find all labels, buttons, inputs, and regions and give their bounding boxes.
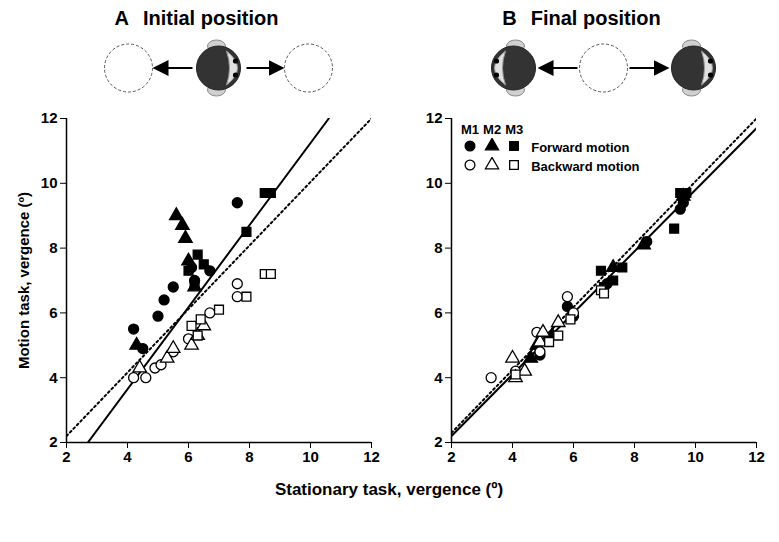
svg-text:4: 4 xyxy=(508,448,517,465)
svg-text:12: 12 xyxy=(363,448,380,465)
svg-text:10: 10 xyxy=(687,448,704,465)
html-text:Stationary task, vergence (º): Stationary task, vergence (º) xyxy=(274,480,504,499)
html-text:Forward motion: Forward motion xyxy=(531,140,630,155)
svg-text:2: 2 xyxy=(447,448,455,465)
svg-text:8: 8 xyxy=(245,448,253,465)
svg-text:2: 2 xyxy=(62,448,70,465)
html-text:A: A xyxy=(114,7,129,29)
svg-text:6: 6 xyxy=(184,448,192,465)
svg-text:4: 4 xyxy=(49,369,58,386)
svg-text:12: 12 xyxy=(748,448,765,465)
html-text:Backward motion: Backward motion xyxy=(531,159,640,174)
svg-text:6: 6 xyxy=(434,304,442,321)
svg-text:8: 8 xyxy=(434,239,442,256)
html-text:Initial position: Initial position xyxy=(143,7,279,29)
svg-text:6: 6 xyxy=(49,304,57,321)
svg-text:6: 6 xyxy=(569,448,577,465)
svg-text:12: 12 xyxy=(426,109,443,126)
svg-text:Motion task, vergence (º): Motion task, vergence (º) xyxy=(15,192,32,369)
html-text:M1 M2 M3: M1 M2 M3 xyxy=(461,121,524,137)
html-text:B: B xyxy=(502,7,517,29)
svg-text:2: 2 xyxy=(49,433,57,450)
svg-text:12: 12 xyxy=(41,109,58,126)
svg-text:8: 8 xyxy=(630,448,638,465)
svg-text:4: 4 xyxy=(123,448,132,465)
svg-text:10: 10 xyxy=(41,174,58,191)
svg-text:10: 10 xyxy=(426,174,443,191)
svg-text:8: 8 xyxy=(49,239,57,256)
html-text:Final position: Final position xyxy=(530,7,661,29)
svg-text:10: 10 xyxy=(302,448,319,465)
svg-text:2: 2 xyxy=(434,433,442,450)
svg-text:4: 4 xyxy=(434,369,443,386)
